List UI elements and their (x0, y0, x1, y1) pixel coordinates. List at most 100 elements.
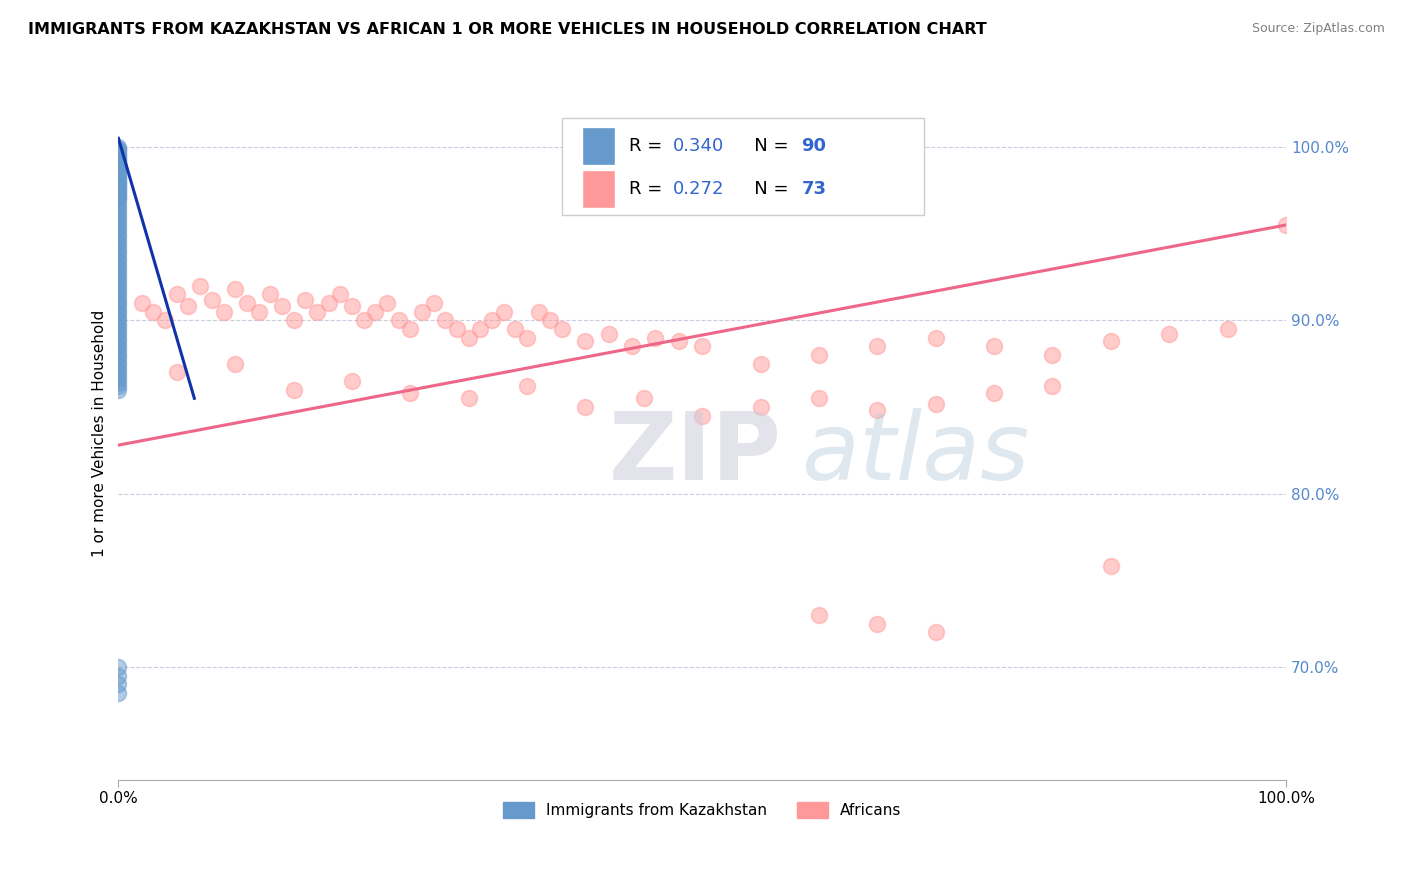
Point (107, 261, 129, 276)
Point (107, 351, 129, 366)
Point (236, 296, 259, 310)
Point (340, 374, 363, 388)
Point (283, 313, 305, 327)
Point (107, 302, 129, 317)
Point (388, 313, 411, 327)
Point (188, 278, 211, 293)
Point (411, 304, 433, 318)
Point (107, 223, 129, 237)
Point (107, 140, 129, 154)
Point (107, 660, 129, 674)
Point (107, 278, 129, 293)
Point (1042, 379, 1064, 393)
Point (166, 287, 188, 301)
Point (866, 403, 889, 417)
Bar (582, 128, 614, 165)
Point (107, 365, 129, 379)
Point (107, 157, 129, 171)
Point (107, 265, 129, 279)
Point (633, 392, 655, 406)
Text: N =: N = (737, 179, 794, 198)
Point (107, 331, 129, 345)
Point (107, 230, 129, 244)
Point (107, 348, 129, 362)
Point (107, 212, 129, 227)
Point (107, 289, 129, 303)
Point (598, 327, 620, 342)
Point (1275, 218, 1298, 232)
Point (749, 400, 772, 414)
Point (107, 317, 129, 331)
Text: 0.272: 0.272 (673, 179, 724, 198)
Y-axis label: 1 or more Vehicles in Household: 1 or more Vehicles in Household (93, 310, 107, 557)
Point (807, 392, 830, 406)
Point (107, 173, 129, 187)
Point (107, 166, 129, 180)
Point (690, 339, 713, 353)
Text: 90: 90 (801, 137, 827, 155)
Point (107, 372, 129, 386)
Point (457, 392, 479, 406)
Point (107, 177, 129, 191)
Point (364, 304, 387, 318)
Point (399, 386, 422, 401)
Text: N =: N = (737, 137, 794, 155)
Point (107, 251, 129, 265)
Point (749, 357, 772, 371)
Point (538, 313, 561, 327)
Point (340, 300, 363, 314)
Point (270, 300, 292, 314)
Point (527, 304, 550, 318)
Point (107, 178, 129, 193)
Point (107, 355, 129, 369)
Point (107, 293, 129, 307)
Point (107, 186, 129, 201)
Point (107, 254, 129, 268)
Point (470, 322, 492, 336)
Point (107, 175, 129, 189)
Point (107, 379, 129, 393)
Point (107, 359, 129, 373)
Point (107, 142, 129, 156)
Point (107, 368, 129, 383)
Point (107, 195, 129, 210)
Point (925, 331, 948, 345)
Point (925, 396, 948, 410)
Point (107, 161, 129, 175)
Point (107, 169, 129, 184)
Point (153, 313, 176, 327)
Point (690, 409, 713, 423)
Point (1159, 327, 1181, 342)
Point (107, 159, 129, 173)
Text: atlas: atlas (801, 409, 1029, 500)
Point (107, 234, 129, 248)
Point (107, 327, 129, 342)
Point (866, 339, 889, 353)
Point (107, 244, 129, 258)
Point (107, 271, 129, 285)
Point (107, 180, 129, 194)
Point (142, 304, 165, 318)
Point (983, 339, 1005, 353)
Point (1216, 322, 1239, 336)
Point (492, 304, 515, 318)
Point (107, 362, 129, 376)
Text: R =: R = (628, 179, 668, 198)
Point (107, 145, 129, 160)
Point (399, 322, 422, 336)
Point (107, 313, 129, 327)
Point (247, 304, 270, 318)
Point (201, 293, 224, 307)
Point (516, 331, 538, 345)
Point (353, 313, 375, 327)
Point (505, 322, 527, 336)
Point (318, 296, 340, 310)
Point (107, 210, 129, 224)
Point (107, 668, 129, 682)
Point (107, 219, 129, 234)
Point (1099, 559, 1122, 574)
Point (107, 216, 129, 230)
Point (107, 677, 129, 691)
Text: Source: ZipAtlas.com: Source: ZipAtlas.com (1251, 22, 1385, 36)
Point (107, 344, 129, 359)
